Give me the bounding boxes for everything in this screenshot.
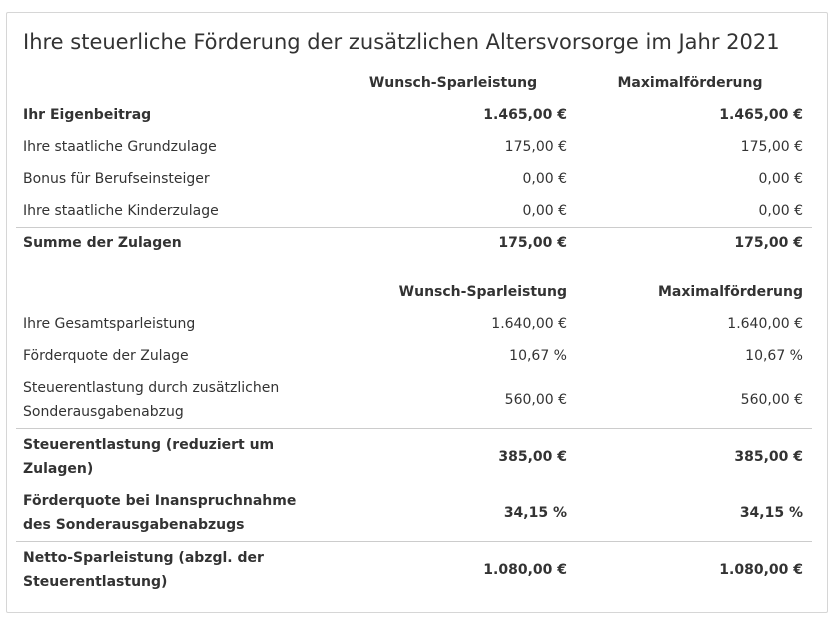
column-header: Wunsch-Sparleistung bbox=[398, 284, 567, 300]
row-label: Förderquote bei Inanspruchnahme des Sond… bbox=[23, 493, 297, 533]
cell: 175,00 € bbox=[734, 235, 803, 251]
row-label: Bonus für Berufseinsteiger bbox=[23, 171, 210, 187]
cell: 0,00 € bbox=[758, 171, 803, 187]
panel bbox=[6, 12, 828, 613]
row-label: Ihre staatliche Kinderzulage bbox=[23, 203, 219, 219]
row-label: Netto-Sparleistung (abzgl. der Steuerent… bbox=[23, 550, 264, 590]
title: Ihre steuerliche Förderung der zusätzlic… bbox=[23, 30, 780, 54]
column-header: Wunsch-Sparleistung bbox=[368, 75, 538, 91]
cell: 0,00 € bbox=[522, 171, 567, 187]
cell: 34,15 % bbox=[739, 505, 803, 521]
cell: 1.640,00 € bbox=[491, 316, 567, 332]
cell: 10,67 % bbox=[509, 348, 567, 364]
row-label: Ihre Gesamtsparleistung bbox=[23, 316, 196, 332]
separator bbox=[16, 541, 812, 542]
cell: 560,00 € bbox=[740, 392, 803, 408]
separator bbox=[16, 227, 812, 228]
cell: 385,00 € bbox=[734, 449, 803, 465]
cell: 385,00 € bbox=[498, 449, 567, 465]
separator bbox=[16, 428, 812, 429]
cell: 560,00 € bbox=[504, 392, 567, 408]
cell: 175,00 € bbox=[498, 235, 567, 251]
cell: 1.080,00 € bbox=[719, 562, 803, 578]
cell: 1.640,00 € bbox=[727, 316, 803, 332]
cell: 1.465,00 € bbox=[483, 107, 567, 123]
cell: 34,15 % bbox=[503, 505, 567, 521]
column-header: Maximalförderung bbox=[657, 284, 803, 300]
column-header: Maximalförderung bbox=[617, 75, 763, 91]
row-label: Steuerentlastung durch zusätzlichen Sond… bbox=[23, 380, 280, 420]
row-label: Steuerentlastung (reduziert um Zulagen) bbox=[23, 437, 275, 477]
cell: 175,00 € bbox=[740, 139, 803, 155]
row-label: Förderquote der Zulage bbox=[23, 348, 189, 364]
cell: 1.080,00 € bbox=[483, 562, 567, 578]
row-label: Ihre staatliche Grundzulage bbox=[23, 139, 217, 155]
cell: 1.465,00 € bbox=[719, 107, 803, 123]
row-label: Ihr Eigenbeitrag bbox=[23, 107, 152, 123]
cell: 175,00 € bbox=[504, 139, 567, 155]
cell: 10,67 % bbox=[745, 348, 803, 364]
cell: 0,00 € bbox=[522, 203, 567, 219]
row-label: Summe der Zulagen bbox=[23, 235, 182, 251]
cell: 0,00 € bbox=[758, 203, 803, 219]
